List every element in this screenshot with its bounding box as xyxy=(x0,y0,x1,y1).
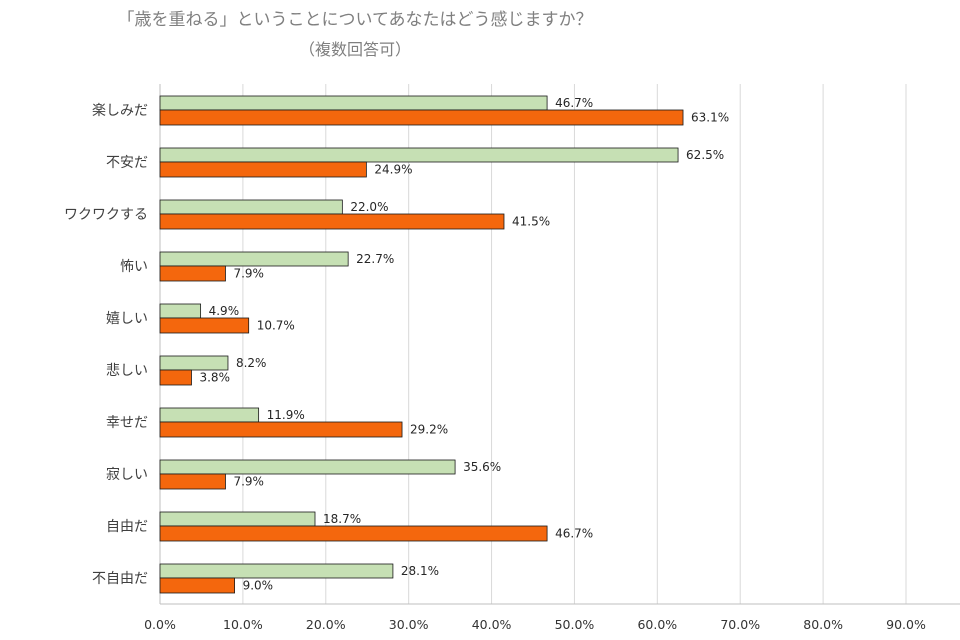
data-label-series-1-row-1: 62.5% xyxy=(686,148,724,162)
chart-subtitle: （複数回答可） xyxy=(299,40,411,59)
data-label-series-2-row-0: 63.1% xyxy=(691,111,729,125)
bar-series-1-row-7 xyxy=(159,459,456,475)
category-label-7: 寂しい xyxy=(106,467,148,483)
bar-series-1-row-2 xyxy=(159,199,343,215)
data-label-series-2-row-4: 10.7% xyxy=(257,319,295,333)
x-tick-label-6: 60.0% xyxy=(637,617,677,632)
category-label-0: 楽しみだ xyxy=(92,103,148,119)
x-tick-label-3: 30.0% xyxy=(389,617,429,632)
x-tick-label-9: 90.0% xyxy=(886,617,926,632)
data-label-series-2-row-6: 29.2% xyxy=(410,423,448,437)
data-label-series-2-row-7: 7.9% xyxy=(233,475,264,489)
data-label-series-2-row-2: 41.5% xyxy=(512,215,550,229)
category-label-9: 不自由だ xyxy=(92,571,148,587)
data-label-series-2-row-5: 3.8% xyxy=(199,371,230,385)
bar-series-1-row-3 xyxy=(159,251,349,267)
bar-series-1-row-4 xyxy=(159,303,202,319)
bar-series-1-row-9 xyxy=(159,563,394,579)
category-label-3: 怖い xyxy=(120,258,148,275)
data-label-series-1-row-0: 46.7% xyxy=(555,96,593,110)
category-label-5: 悲しい xyxy=(106,362,148,379)
x-tick-label-1: 10.0% xyxy=(223,617,263,632)
category-label-1: 不安だ xyxy=(106,155,148,171)
bar-series-2-row-5 xyxy=(159,369,192,386)
chart-title: 「歳を重ねる」ということについてあなたはどう感じますか？ xyxy=(118,10,593,30)
data-label-series-2-row-8: 46.7% xyxy=(555,527,593,541)
x-tick-label-2: 20.0% xyxy=(306,617,346,632)
bar-series-2-row-4 xyxy=(159,317,250,334)
bar-series-2-row-8 xyxy=(159,525,548,542)
bar-series-2-row-2 xyxy=(159,213,505,230)
category-label-6: 幸せだ xyxy=(106,415,148,431)
bar-series-2-row-3 xyxy=(159,265,226,282)
category-label-2: ワクワクする xyxy=(64,207,148,223)
x-tick-label-7: 70.0% xyxy=(720,617,760,632)
data-label-series-1-row-7: 35.6% xyxy=(463,460,501,474)
bars xyxy=(159,95,684,594)
x-tick-label-4: 40.0% xyxy=(472,617,512,632)
data-label-series-1-row-9: 28.1% xyxy=(401,564,439,578)
labels: 46.7% 63.1% 楽しみだ 62.5% 24.9% 不安だ 22.0% 41.5% ワクワ… xyxy=(64,96,926,632)
bar-series-1-row-6 xyxy=(159,407,260,423)
bar-series-1-row-0 xyxy=(159,95,548,111)
data-label-series-1-row-8: 18.7% xyxy=(323,512,361,526)
data-label-series-1-row-5: 8.2% xyxy=(236,356,266,370)
x-tick-label-8: 80.0% xyxy=(803,617,843,632)
x-tick-label-0: 0.0% xyxy=(144,617,176,632)
data-label-series-2-row-9: 9.0% xyxy=(243,579,274,593)
data-label-series-1-row-4: 4.9% xyxy=(209,304,240,318)
data-label-series-2-row-1: 24.9% xyxy=(374,163,412,177)
bar-series-2-row-9 xyxy=(159,577,235,594)
bar-series-2-row-7 xyxy=(159,473,226,490)
bar-series-2-row-6 xyxy=(159,421,403,438)
category-label-8: 自由だ xyxy=(106,519,148,535)
bar-series-2-row-1 xyxy=(159,161,367,178)
bar-series-2-row-0 xyxy=(159,109,684,126)
data-label-series-1-row-3: 22.7% xyxy=(356,252,394,266)
data-label-series-2-row-3: 7.9% xyxy=(233,267,264,281)
bar-series-1-row-1 xyxy=(159,147,679,163)
x-tick-label-5: 50.0% xyxy=(555,617,595,632)
bar-series-1-row-5 xyxy=(159,355,229,371)
data-label-series-1-row-6: 11.9% xyxy=(267,408,305,422)
category-label-4: 嬉しい xyxy=(106,311,148,327)
bar-series-1-row-8 xyxy=(159,511,316,527)
data-label-series-1-row-2: 22.0% xyxy=(350,200,388,214)
